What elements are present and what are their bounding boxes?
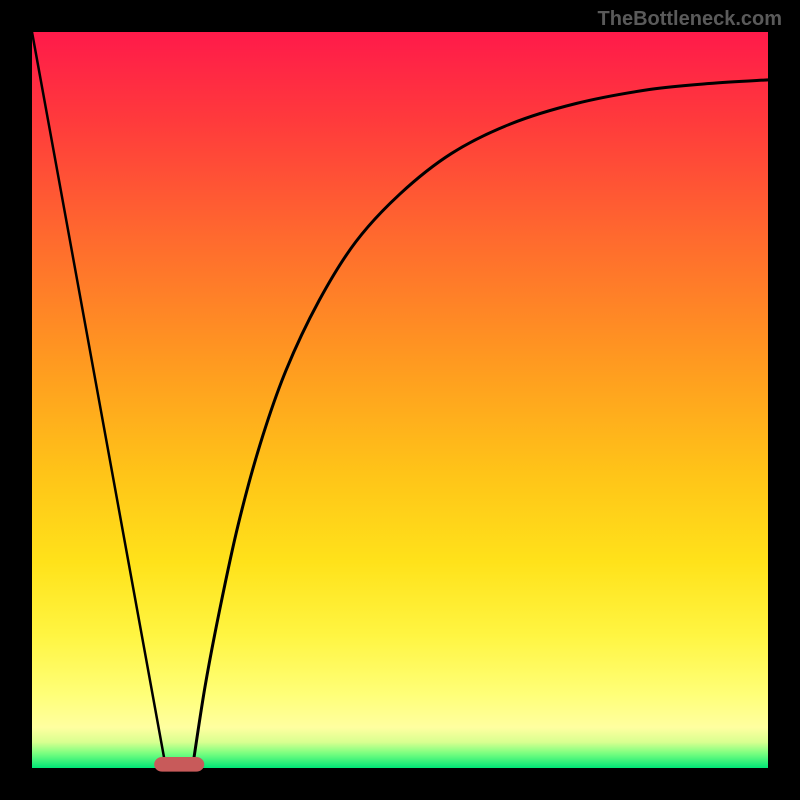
valley-marker	[154, 757, 204, 772]
chart-svg	[0, 0, 800, 800]
gradient-background	[32, 32, 768, 768]
watermark-text: TheBottleneck.com	[598, 8, 782, 31]
bottleneck-chart	[0, 0, 800, 800]
